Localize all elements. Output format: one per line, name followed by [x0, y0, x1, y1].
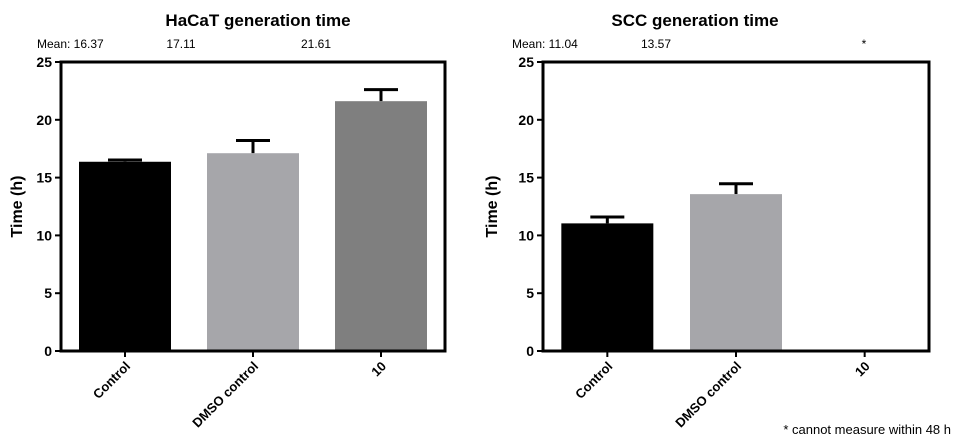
chart2-x-tick-label: Control — [572, 359, 615, 402]
chart1-mean-label: 21.61 — [301, 37, 331, 51]
chart1-bar — [207, 153, 299, 351]
chart2-y-tick-label: 15 — [518, 170, 534, 186]
chart1-x-tick-label: 10 — [368, 359, 389, 380]
chart1-x-tick-label: Control — [90, 359, 133, 402]
chart1-y-tick-label: 15 — [36, 170, 52, 186]
footnote: * cannot measure within 48 h — [783, 422, 951, 437]
chart1-y-axis-label: Time (h) — [9, 176, 26, 238]
chart1-mean-label: Mean: 16.37 — [37, 37, 104, 51]
chart2-bar — [561, 223, 654, 351]
chart1-bar — [335, 101, 427, 351]
chart2-y-axis-label: Time (h) — [484, 176, 501, 238]
chart1-y-tick-label: 0 — [44, 343, 52, 359]
chart2-mean-label: * — [862, 37, 867, 51]
chart2-y-tick-label: 10 — [518, 227, 534, 243]
chart1-y-tick-label: 20 — [36, 112, 52, 128]
chart2-y-tick-label: 25 — [518, 54, 534, 70]
chart1-bar — [79, 161, 171, 351]
chart1-title: HaCaT generation time — [165, 11, 350, 30]
chart1-x-tick-label: DMSO control — [189, 359, 261, 431]
chart2-y-tick-label: 0 — [526, 343, 534, 359]
chart2-mean-label: Mean: 11.04 — [512, 37, 578, 51]
chart1-y-tick-label: 5 — [44, 285, 52, 301]
chart2-y-tick-label: 5 — [526, 285, 534, 301]
chart2-y-tick-label: 20 — [518, 112, 534, 128]
chart2-title: SCC generation time — [611, 11, 778, 30]
chart2-x-tick-label: 10 — [852, 359, 873, 380]
chart1-y-tick-label: 25 — [36, 54, 52, 70]
chart1-y-tick-label: 10 — [36, 227, 52, 243]
chart2-bar — [690, 194, 782, 351]
chart2-x-tick-label: DMSO control — [672, 359, 744, 431]
chart1-mean-label: 17.11 — [166, 37, 195, 51]
chart2-mean-label: 13.57 — [641, 37, 671, 51]
